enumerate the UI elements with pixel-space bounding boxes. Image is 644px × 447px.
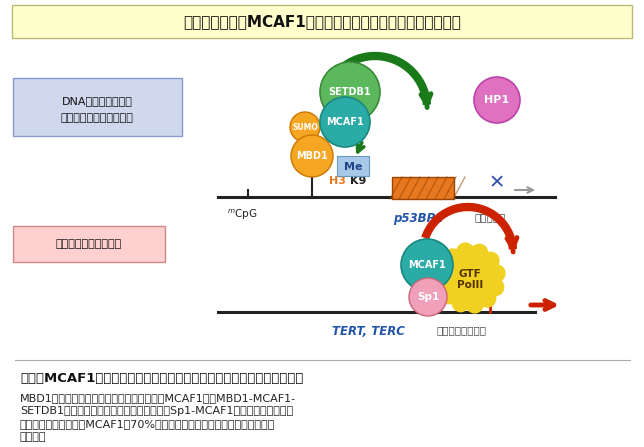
- Circle shape: [409, 278, 447, 316]
- Circle shape: [401, 239, 453, 291]
- Circle shape: [457, 242, 475, 261]
- Text: DNAメチル化のある: DNAメチル化のある: [62, 96, 133, 106]
- Text: PolII: PolII: [457, 280, 483, 290]
- Circle shape: [466, 295, 484, 314]
- Circle shape: [435, 260, 453, 278]
- Text: 転写不活性なクロマチン: 転写不活性なクロマチン: [61, 113, 133, 123]
- Circle shape: [474, 77, 520, 123]
- Text: MCAF1: MCAF1: [408, 260, 446, 270]
- Text: H3: H3: [328, 176, 345, 186]
- Text: 活性化に働いている。MCAF1は70%以上のヒト癌組織で高発現している（文: 活性化に働いている。MCAF1は70%以上のヒト癌組織で高発現している（文: [20, 419, 275, 429]
- Circle shape: [439, 247, 501, 309]
- Text: SUMO: SUMO: [292, 122, 318, 131]
- Text: SETDB1複合体で転写抑制に働くが、他方、Sp1-MCAF1複合体としては転写: SETDB1複合体で転写抑制に働くが、他方、Sp1-MCAF1複合体としては転写: [20, 406, 293, 416]
- Circle shape: [320, 97, 370, 147]
- Text: MBD1と相互作用する因子として同定されたMCAF1は、MBD1-MCAF1-: MBD1と相互作用する因子として同定されたMCAF1は、MBD1-MCAF1-: [20, 393, 296, 403]
- Text: Me: Me: [344, 162, 362, 172]
- Text: p53BP2: p53BP2: [393, 212, 443, 225]
- Text: 転写活性なクロマチン: 転写活性なクロマチン: [56, 239, 122, 249]
- Text: GTF: GTF: [459, 269, 481, 279]
- Circle shape: [451, 295, 469, 312]
- Text: Sp1: Sp1: [417, 292, 439, 302]
- Text: （癌抑制）: （癌抑制）: [475, 212, 506, 222]
- Circle shape: [291, 135, 333, 177]
- FancyBboxPatch shape: [392, 177, 454, 199]
- FancyBboxPatch shape: [13, 78, 182, 136]
- Text: K9: K9: [350, 176, 366, 186]
- Text: $^{m}$CpG: $^{m}$CpG: [227, 208, 257, 223]
- Text: SETDB1: SETDB1: [328, 87, 372, 97]
- Text: MCAF1: MCAF1: [326, 117, 364, 127]
- Text: 図３　MCAF1は異なる複合体を形成し、転写抑制又は転写活性化に働く: 図３ MCAF1は異なる複合体を形成し、転写抑制又は転写活性化に働く: [20, 372, 303, 385]
- Text: 献８）。: 献８）。: [20, 432, 46, 442]
- Circle shape: [440, 287, 459, 304]
- FancyBboxPatch shape: [13, 226, 165, 262]
- Text: TERT, TERC: TERT, TERC: [332, 325, 404, 338]
- Circle shape: [478, 290, 497, 308]
- Text: MBD1: MBD1: [296, 151, 328, 161]
- Circle shape: [470, 244, 488, 261]
- Circle shape: [444, 249, 462, 266]
- Circle shape: [320, 62, 380, 122]
- Circle shape: [482, 252, 500, 270]
- Text: HP1: HP1: [484, 95, 509, 105]
- FancyBboxPatch shape: [337, 156, 369, 176]
- Text: ✕: ✕: [489, 173, 505, 193]
- Circle shape: [486, 278, 504, 296]
- Text: （テロメラーゼ）: （テロメラーゼ）: [437, 325, 487, 335]
- Circle shape: [488, 264, 506, 283]
- Text: 癌で高発現するMCAF1によるエピジェネティックな制御異常: 癌で高発現するMCAF1によるエピジェネティックな制御異常: [183, 14, 461, 30]
- Circle shape: [290, 112, 320, 142]
- FancyBboxPatch shape: [12, 5, 632, 38]
